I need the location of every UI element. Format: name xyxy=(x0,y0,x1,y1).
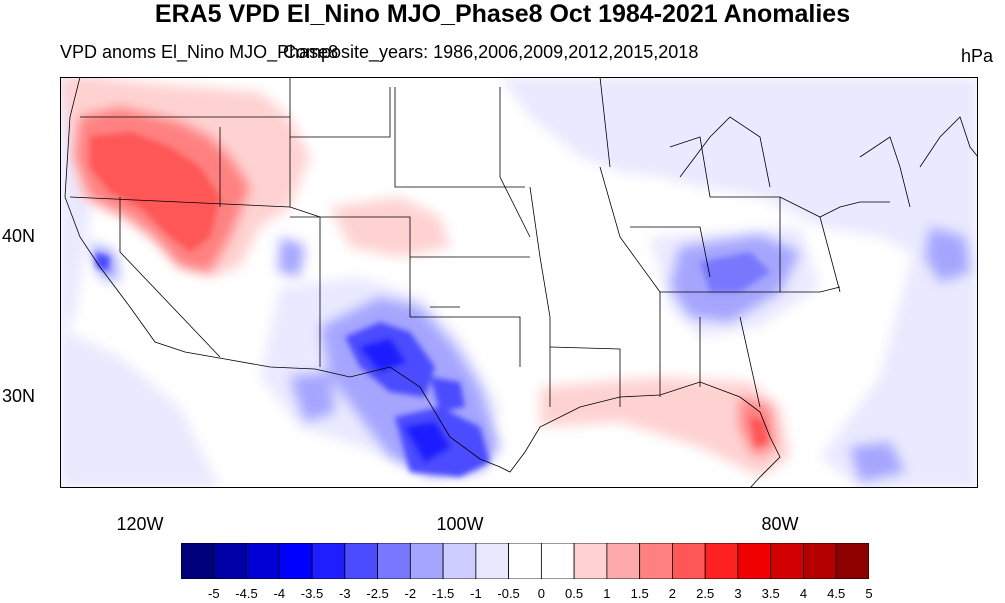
colorbar-box-19 xyxy=(803,543,837,579)
colorbar-box-8 xyxy=(442,543,477,579)
colorbar-box-17 xyxy=(737,543,772,579)
colorbar-label: 5 xyxy=(865,586,873,601)
colorbar-box-10 xyxy=(508,543,542,579)
colorbar-box-2 xyxy=(246,543,280,579)
colorbar-box-1 xyxy=(213,543,247,579)
colorbar-label: 4.5 xyxy=(827,586,846,601)
colorbar-label: -3.5 xyxy=(300,586,324,601)
colorbar-box-7 xyxy=(409,543,444,579)
colorbar-box-18 xyxy=(770,543,804,579)
map-frame xyxy=(60,77,978,488)
colorbar-label: -3 xyxy=(339,586,351,601)
colorbar-label: -5 xyxy=(208,586,220,601)
anomaly-fields xyxy=(60,77,978,488)
colorbar-label: -2.5 xyxy=(366,586,389,601)
colorbar-label: 2 xyxy=(668,586,676,601)
colorbar-label: 3.5 xyxy=(761,586,780,601)
colorbar-label: 3 xyxy=(734,586,742,601)
colorbar-label: -4 xyxy=(273,586,286,601)
anomaly-map xyxy=(60,77,978,488)
colorbar-box-16 xyxy=(704,543,739,579)
colorbar-label: 1 xyxy=(603,586,611,601)
colorbar-label: -4.5 xyxy=(235,586,258,601)
colorbar-label: -0.5 xyxy=(497,586,520,601)
colorbar-label: -1.5 xyxy=(431,586,455,601)
colorbar-box-3 xyxy=(278,543,313,579)
left-subtitle: VPD anoms El_Nino MJO_Phase8 xyxy=(60,42,339,62)
figure-title: ERA5 VPD El_Nino MJO_Phase8 Oct 1984-202… xyxy=(154,0,851,28)
colorbar-box-12 xyxy=(573,543,608,579)
colorbar-box-14 xyxy=(639,543,673,579)
colorbar-label: 4 xyxy=(799,586,808,601)
units-label: hPa xyxy=(960,46,993,66)
colorbar-label: -2 xyxy=(404,586,417,601)
colorbar-box-20 xyxy=(835,543,869,579)
colorbar-box-11 xyxy=(540,543,575,579)
colorbar xyxy=(181,543,869,579)
colorbar-box-6 xyxy=(377,543,411,579)
boundary-lines xyxy=(64,77,978,488)
colorbar-box-4 xyxy=(311,543,346,579)
colorbar-label: 2.5 xyxy=(696,586,715,601)
lat-label-30n: 30N xyxy=(2,386,36,406)
colorbar-box-5 xyxy=(344,543,378,579)
lon-label-120w: 120W xyxy=(116,514,164,534)
center-subtitle: Composite_years: 1986,2006,2009,2012,201… xyxy=(283,42,699,62)
lat-label-40n: 40N xyxy=(2,226,36,246)
colorbar-box-15 xyxy=(672,543,706,579)
colorbar-label: 1.5 xyxy=(630,586,649,601)
lon-label-100w: 100W xyxy=(436,514,484,534)
colorbar-box-13 xyxy=(606,543,641,579)
colorbar-label: -1 xyxy=(470,586,482,601)
colorbar-label: 0 xyxy=(537,586,545,601)
colorbar-box-9 xyxy=(475,543,510,579)
colorbar-box-0 xyxy=(181,543,215,579)
lon-label-80w: 80W xyxy=(761,514,799,534)
colorbar-label: 0.5 xyxy=(565,586,584,601)
